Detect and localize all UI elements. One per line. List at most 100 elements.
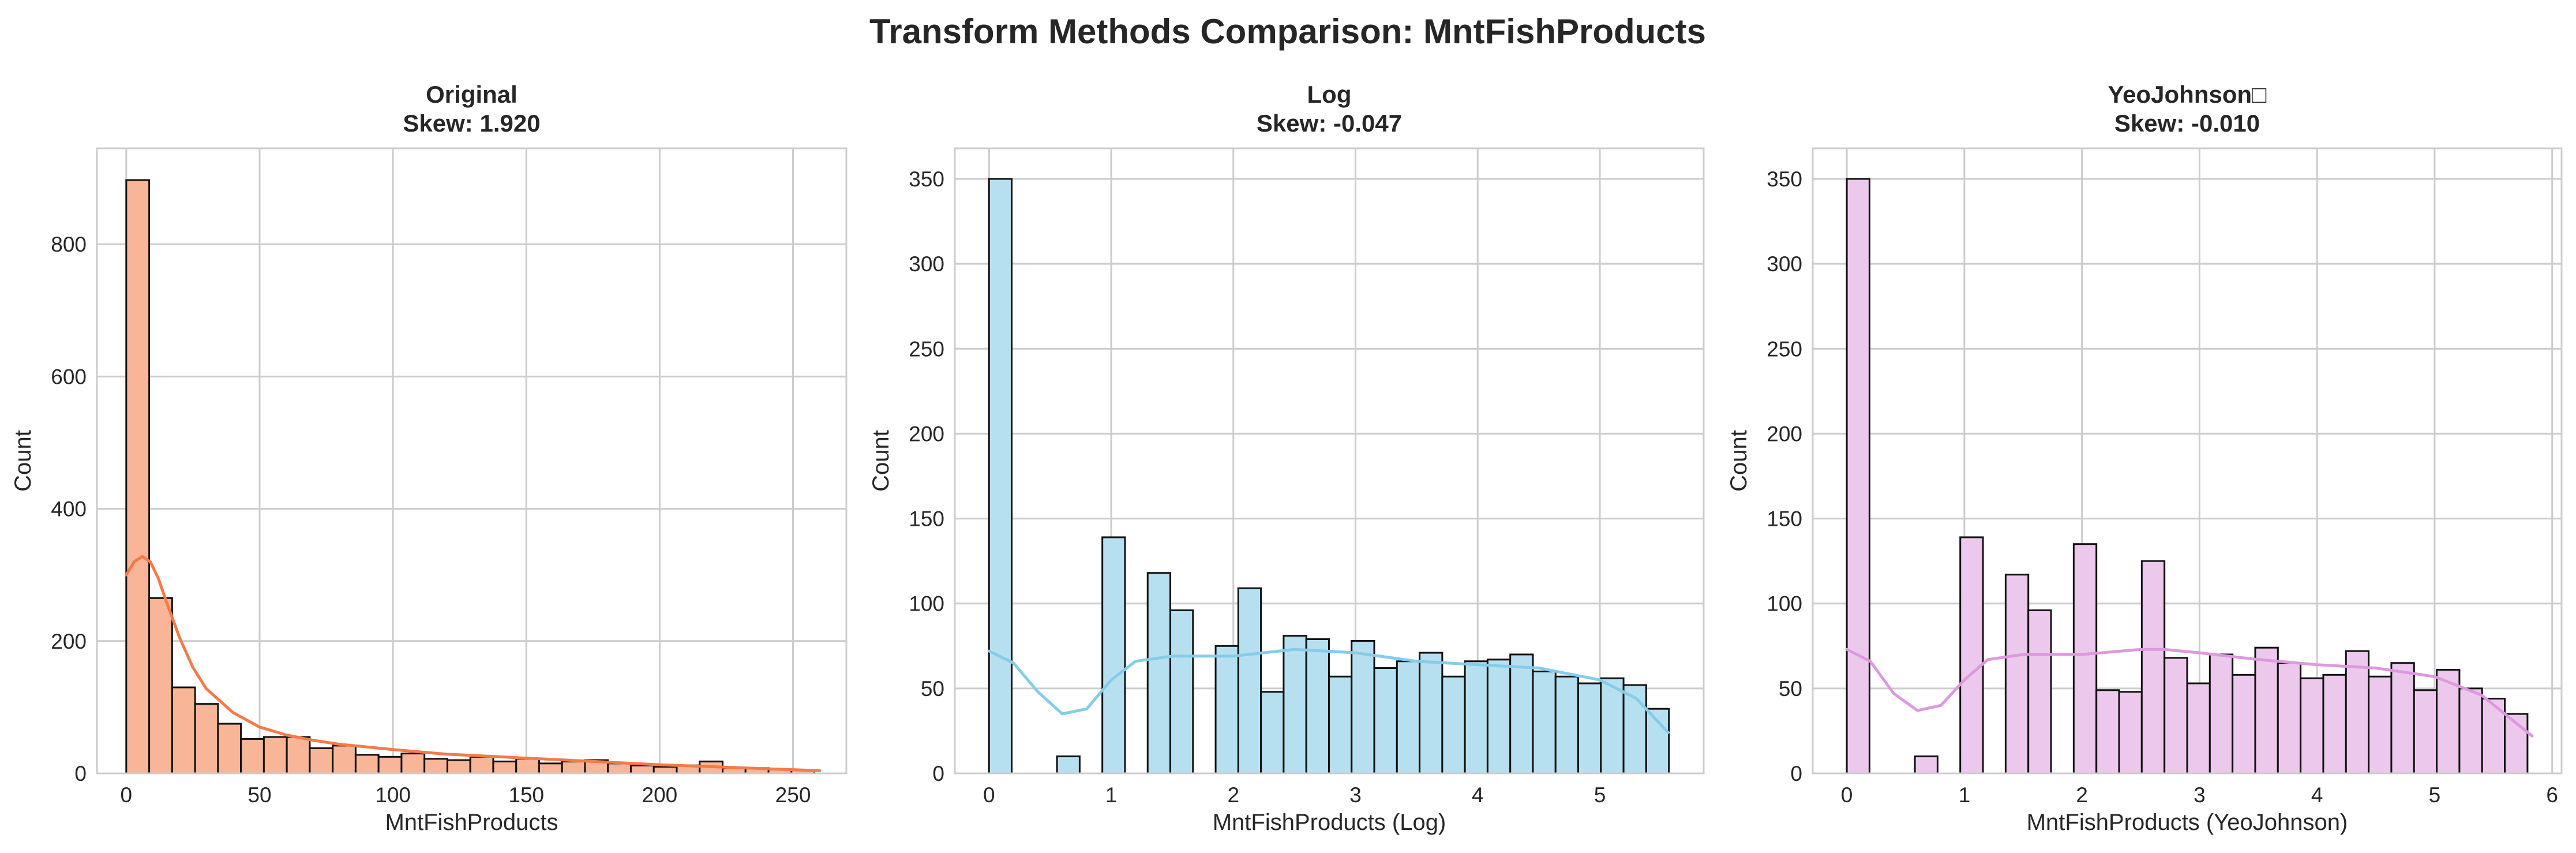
subplot-2: 0 50 100 150 200 250 300 350 0 1 2 3 4 5 MntFishProduc… — [868, 81, 1705, 835]
subplot-title: YeoJohnson□ — [2108, 81, 2267, 108]
histogram-bar — [332, 744, 357, 775]
histogram-bar — [561, 760, 586, 775]
histogram-bar — [1328, 675, 1353, 775]
x-tick-label: 6 — [2546, 783, 2558, 807]
y-tick-label: 300 — [909, 252, 944, 276]
subplot-1: 0 200 400 600 800 0 50 100 150 200 250 MntFishProdu… — [10, 81, 848, 835]
y-tick-label: 250 — [1767, 337, 1802, 361]
y-tick-label: 50 — [1779, 677, 1802, 701]
histogram-bar — [1846, 178, 1870, 775]
x-tick-label: 0 — [121, 783, 133, 807]
histogram-bar — [2322, 674, 2347, 775]
histogram-bar — [1396, 660, 1421, 775]
y-axis-label: Count — [1726, 430, 1752, 492]
histogram-bar — [469, 755, 494, 775]
histogram-bar — [1237, 587, 1262, 775]
x-axis-label: MntFishProducts — [385, 810, 558, 835]
histogram-bar — [2300, 677, 2324, 775]
y-tick-label: 250 — [909, 337, 944, 361]
plot-frame — [954, 147, 1705, 775]
subplot-skew-label: Skew: -0.010 — [2114, 110, 2260, 137]
y-tick-label: 150 — [909, 507, 944, 531]
y-tick-label: 350 — [1767, 167, 1802, 191]
x-tick-label: 250 — [775, 783, 811, 807]
x-tick-label: 200 — [642, 783, 678, 807]
histogram-bar — [217, 723, 242, 775]
histogram-bar — [2390, 662, 2415, 775]
histogram-bar — [2254, 646, 2279, 775]
histogram-bar — [515, 758, 540, 775]
subplot-title: Log — [1307, 81, 1352, 108]
histogram-bar — [629, 764, 655, 775]
histogram-bar — [2413, 689, 2438, 775]
histogram-bar — [2163, 657, 2188, 775]
histogram-bar — [2095, 689, 2120, 775]
histogram-bar — [1441, 675, 1466, 775]
x-tick-label: 150 — [508, 783, 544, 807]
histogram-bar — [1146, 572, 1172, 775]
histogram-bar — [2458, 687, 2483, 775]
x-tick-label: 5 — [2429, 783, 2441, 807]
y-tick-label: 350 — [909, 167, 944, 191]
y-tick-label: 100 — [1767, 592, 1802, 616]
x-tick-label: 0 — [983, 783, 995, 807]
y-tick-label: 50 — [921, 677, 944, 701]
histogram-bar — [1600, 677, 1625, 775]
histogram-bar — [194, 703, 219, 775]
histogram-bar — [2072, 543, 2098, 775]
y-tick-label: 150 — [1767, 507, 1802, 531]
y-tick-label: 0 — [1790, 762, 1802, 785]
histogram-bar — [377, 755, 403, 775]
y-tick-label: 0 — [932, 762, 944, 785]
histogram-bar — [1351, 639, 1375, 775]
histogram-bar — [1486, 659, 1512, 775]
kde-line — [987, 648, 1670, 734]
subplot-title: Original — [426, 81, 518, 108]
histogram-bar — [286, 736, 311, 775]
histogram-bar — [423, 758, 448, 775]
figure-title: Transform Methods Comparison: MntFishPro… — [869, 12, 1706, 51]
histogram-bar — [1101, 536, 1126, 775]
histogram-bar — [1260, 691, 1285, 775]
x-tick-label: 5 — [1594, 783, 1606, 807]
histogram-bar — [240, 738, 265, 775]
histogram-bar — [2208, 653, 2234, 775]
y-tick-label: 600 — [51, 365, 87, 388]
histogram-bar — [125, 179, 151, 775]
y-tick-label: 200 — [51, 630, 87, 653]
histogram-bar — [1419, 652, 1443, 775]
subplot-skew-label: Skew: -0.047 — [1257, 110, 1402, 137]
histogram-bar — [988, 178, 1013, 775]
x-axis-label: MntFishProducts (YeoJohnson) — [2027, 810, 2348, 835]
histogram-bar — [1373, 667, 1398, 775]
subplot-3: 0 50 100 150 200 250 300 350 0 1 2 3 4 5 6 MntFishProdu… — [1726, 81, 2563, 835]
x-tick-label: 4 — [1472, 783, 1484, 807]
histogram-bar — [607, 762, 632, 775]
histogram-bar — [1577, 682, 1602, 775]
histogram-bar — [2027, 609, 2052, 775]
histogram-bar — [1645, 708, 1670, 775]
histogram-bar — [1959, 536, 1984, 775]
histogram-bar — [653, 766, 678, 775]
y-axis-label: Count — [868, 430, 894, 492]
y-tick-label: 200 — [909, 422, 944, 446]
histogram-bar — [1305, 638, 1330, 775]
histogram-bar — [1169, 609, 1194, 775]
x-tick-label: 4 — [2311, 783, 2323, 807]
y-tick-label: 0 — [74, 762, 87, 785]
histogram-bar — [1464, 660, 1488, 775]
x-axis-label: MntFishProducts (Log) — [1213, 810, 1446, 835]
x-tick-label: 50 — [248, 783, 271, 807]
histogram-bar — [2186, 682, 2211, 775]
histogram-bar — [400, 753, 426, 775]
y-tick-label: 800 — [51, 233, 87, 256]
histogram-bar — [148, 597, 173, 775]
y-tick-label: 400 — [51, 497, 87, 521]
histogram-bar — [1056, 755, 1081, 775]
y-tick-label: 200 — [1767, 422, 1802, 446]
plot-frame — [96, 147, 848, 775]
histogram-bar — [1532, 670, 1557, 775]
x-tick-label: 3 — [2193, 783, 2206, 807]
histogram-bar — [354, 754, 380, 775]
